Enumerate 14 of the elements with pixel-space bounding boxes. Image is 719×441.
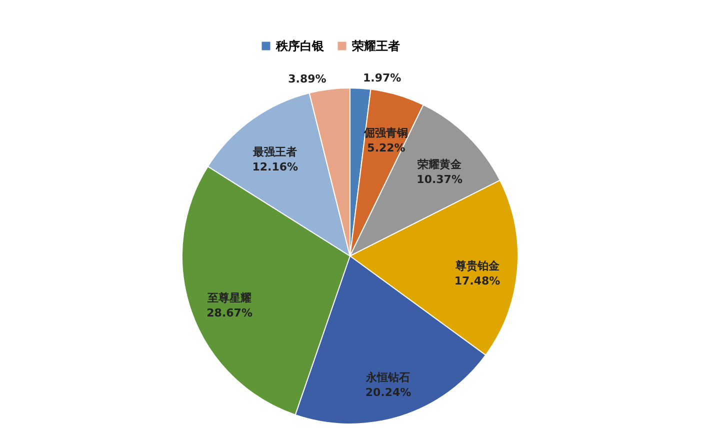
data-label: 28.67% [206, 306, 252, 320]
data-label: 3.89% [288, 72, 326, 86]
slice-label: 永恒钻石 [365, 370, 410, 384]
slice-label: 荣耀黄金 [416, 158, 463, 172]
slice-label: 尊贵铂金 [454, 259, 500, 272]
data-label: 12.16% [252, 160, 298, 174]
data-label: 20.24% [365, 386, 412, 399]
data-label: 10.37% [416, 173, 462, 186]
data-label: 17.48% [454, 274, 500, 288]
slice-label: 至尊星耀 [206, 291, 252, 304]
slice-label: 最强王者 [252, 146, 298, 159]
legend-label: 荣耀王者 [351, 39, 400, 53]
data-label: 1.97% [363, 71, 402, 84]
legend-label: 秩序白银 [275, 39, 325, 53]
